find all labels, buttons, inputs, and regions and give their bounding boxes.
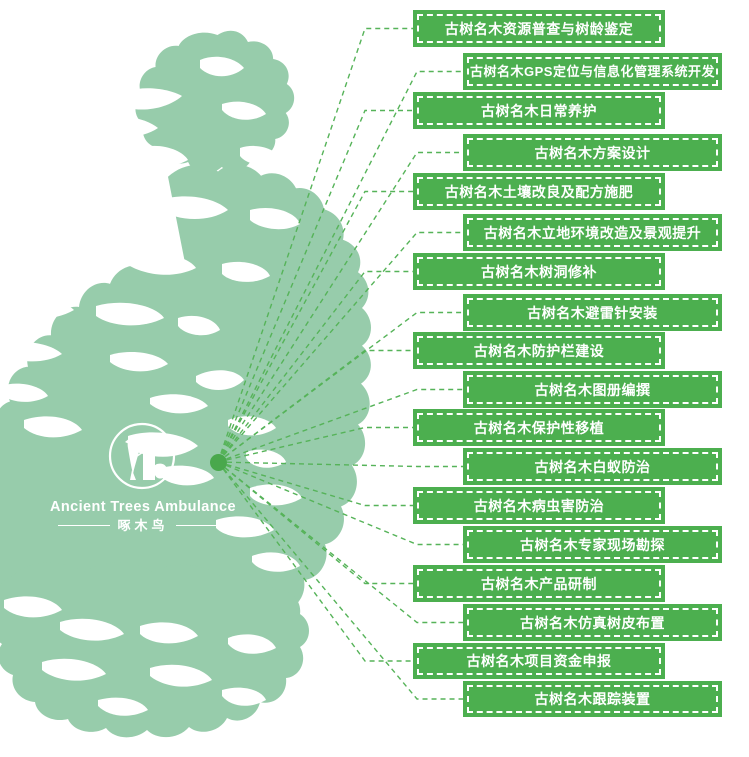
connector-line — [217, 349, 413, 463]
ancient-tree-silhouette — [0, 30, 371, 738]
service-box[interactable]: 古树名木日常养护 — [413, 92, 665, 129]
service-box-label: 古树名木资源普查与树龄鉴定 — [444, 20, 634, 37]
service-box-label: 古树名木保护性移植 — [473, 419, 605, 436]
service-box-border: 古树名木方案设计 — [467, 138, 718, 167]
service-box-border: 古树名木保护性移植 — [417, 413, 661, 442]
service-box-label: 古树名木专家现场勘探 — [520, 536, 665, 553]
woodpecker-emblem-icon — [108, 422, 176, 490]
service-box[interactable]: 古树名木资源普查与树龄鉴定 — [413, 10, 665, 47]
service-box-border: 古树名木专家现场勘探 — [467, 530, 718, 559]
service-box-label: 古树名木产品研制 — [481, 575, 597, 592]
service-box-border: 古树名木防护栏建设 — [417, 336, 661, 365]
service-box-label: 古树名木GPS定位与信息化管理系统开发 — [470, 64, 715, 79]
service-box-label: 古树名木防护栏建设 — [473, 342, 605, 359]
service-box-label: 古树名木白蚁防治 — [534, 458, 651, 475]
service-box[interactable]: 古树名木保护性移植 — [413, 409, 665, 446]
logo-rule-right — [175, 524, 228, 527]
service-box[interactable]: 古树名木白蚁防治 — [463, 448, 722, 485]
service-box-border: 古树名木日常养护 — [417, 96, 661, 125]
service-box-label: 古树名木立地环境改造及景观提升 — [483, 224, 702, 241]
connector-line — [217, 461, 413, 662]
brand-logo: Ancient Trees Ambulance 啄木鸟 — [48, 418, 238, 532]
logo-rule-left — [58, 524, 111, 527]
connector-line — [217, 426, 413, 463]
connector-line — [217, 461, 463, 468]
service-box[interactable]: 古树名木树洞修补 — [413, 253, 665, 290]
service-box-label: 古树名木土壤改良及配方施肥 — [444, 183, 634, 200]
service-box-label: 古树名木日常养护 — [481, 102, 597, 119]
service-box[interactable]: 古树名木专家现场勘探 — [463, 526, 722, 563]
service-box[interactable]: 古树名木图册编撰 — [463, 371, 722, 408]
service-box-border: 古树名木立地环境改造及景观提升 — [467, 218, 718, 247]
service-box-border: 古树名木产品研制 — [417, 569, 661, 598]
service-box-label: 古树名木避雷针安装 — [527, 304, 658, 321]
connector-line — [217, 190, 413, 463]
service-box-border: 古树名木GPS定位与信息化管理系统开发 — [467, 57, 718, 86]
service-box[interactable]: 古树名木跟踪装置 — [463, 681, 722, 717]
service-box-border: 古树名木避雷针安装 — [467, 298, 718, 327]
service-box-label: 古树名木仿真树皮布置 — [520, 614, 665, 631]
service-box-border: 古树名木树洞修补 — [417, 257, 661, 286]
service-box-border: 古树名木土壤改良及配方施肥 — [417, 177, 661, 206]
connector-line — [217, 109, 413, 463]
service-box[interactable]: 古树名木立地环境改造及景观提升 — [463, 214, 722, 251]
service-box-border: 古树名木项目资金申报 — [417, 647, 661, 675]
connector-line — [217, 27, 413, 463]
connector-line — [217, 461, 413, 585]
service-box[interactable]: 古树名木土壤改良及配方施肥 — [413, 173, 665, 210]
service-box-border: 古树名木图册编撰 — [467, 375, 718, 404]
service-box-border: 古树名木白蚁防治 — [467, 452, 718, 481]
radial-hub-node — [210, 454, 227, 471]
service-box[interactable]: 古树名木GPS定位与信息化管理系统开发 — [463, 53, 722, 90]
service-box-border: 古树名木仿真树皮布置 — [467, 608, 718, 637]
service-box-label: 古树名木方案设计 — [534, 144, 651, 161]
service-box-label: 古树名木跟踪装置 — [534, 691, 651, 707]
service-box-border: 古树名木资源普查与树龄鉴定 — [417, 14, 661, 43]
service-box-label: 古树名木图册编撰 — [534, 381, 651, 398]
service-box[interactable]: 古树名木防护栏建设 — [413, 332, 665, 369]
service-box[interactable]: 古树名木项目资金申报 — [413, 643, 665, 679]
service-box-border: 古树名木病虫害防治 — [417, 491, 661, 520]
logo-chinese-row: 啄木鸟 — [48, 519, 238, 532]
service-box[interactable]: 古树名木产品研制 — [413, 565, 665, 602]
connector-line — [217, 461, 413, 507]
service-box[interactable]: 古树名木病虫害防治 — [413, 487, 665, 524]
logo-english-name: Ancient Trees Ambulance — [50, 499, 236, 515]
service-box-label: 古树名木病虫害防治 — [473, 497, 605, 514]
logo-chinese-name: 啄木鸟 — [117, 518, 169, 533]
connector-line — [217, 270, 413, 463]
service-box-border: 古树名木跟踪装置 — [467, 685, 718, 713]
service-box-label: 古树名木项目资金申报 — [466, 653, 612, 669]
service-box[interactable]: 古树名木方案设计 — [463, 134, 722, 171]
service-box[interactable]: 古树名木仿真树皮布置 — [463, 604, 722, 641]
service-box[interactable]: 古树名木避雷针安装 — [463, 294, 722, 331]
service-box-label: 古树名木树洞修补 — [481, 263, 597, 280]
